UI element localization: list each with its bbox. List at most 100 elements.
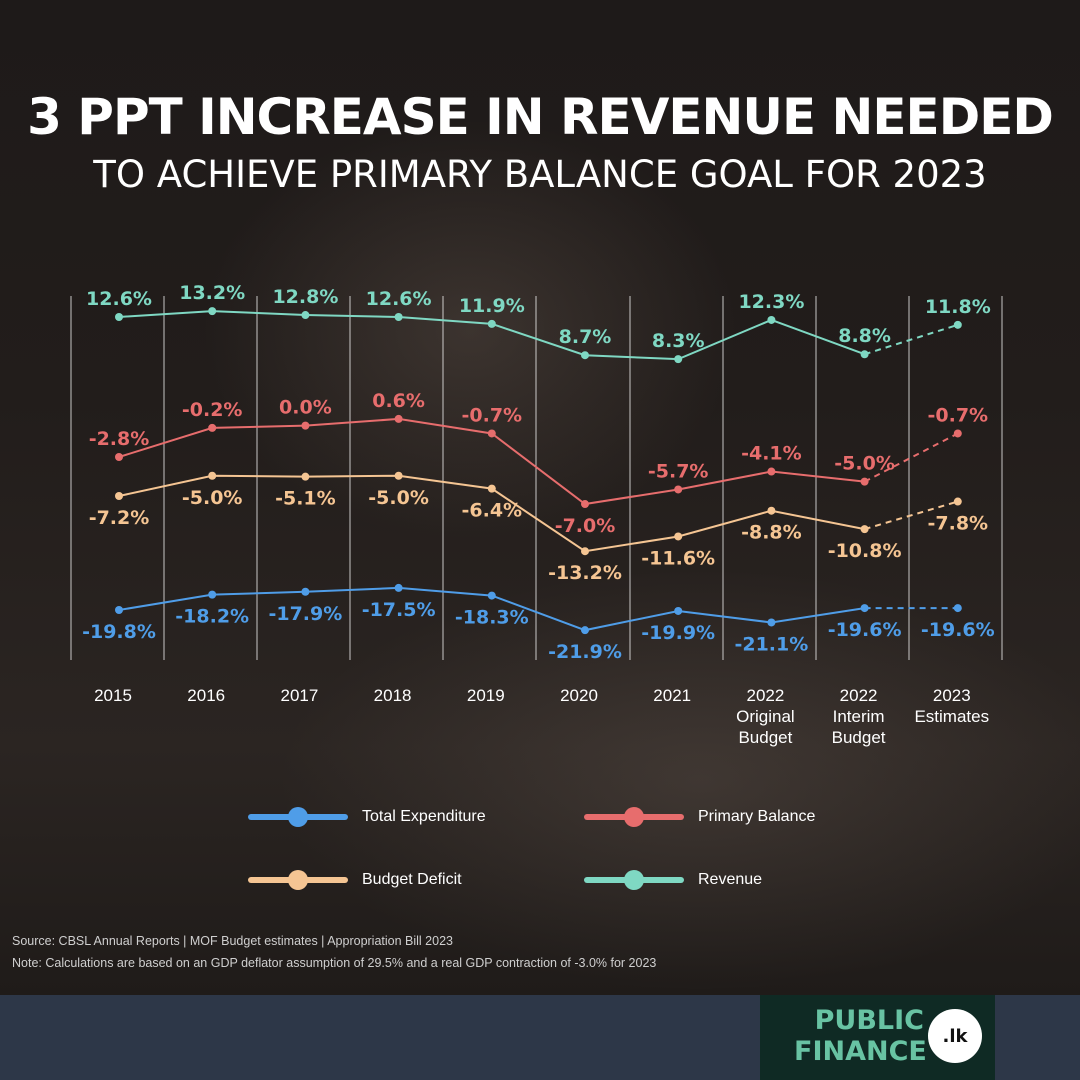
data-label-revenue-6: 8.3% bbox=[652, 330, 705, 352]
data-label-revenue-2: 12.8% bbox=[272, 286, 338, 308]
point-budget_deficit-9 bbox=[953, 497, 962, 506]
legend-label-total-expenditure: Total Expenditure bbox=[362, 808, 486, 825]
data-label-budget_deficit-3: -5.0% bbox=[368, 487, 429, 509]
data-label-total_expenditure-0: -19.8% bbox=[82, 621, 156, 643]
legend-item-revenue: Revenue bbox=[584, 870, 762, 890]
data-label-primary_balance-3: 0.6% bbox=[372, 390, 425, 412]
data-label-total_expenditure-6: -19.9% bbox=[641, 622, 715, 644]
data-label-budget_deficit-5: -13.2% bbox=[548, 562, 622, 584]
x-tick-label-8-0: 2022 bbox=[840, 686, 878, 705]
series-projection-budget_deficit bbox=[864, 500, 959, 531]
data-label-total_expenditure-9: -19.6% bbox=[921, 619, 995, 641]
data-label-total_expenditure-8: -19.6% bbox=[828, 619, 902, 641]
data-label-total_expenditure-5: -21.9% bbox=[548, 641, 622, 663]
data-label-revenue-8: 8.8% bbox=[838, 325, 891, 347]
point-total_expenditure-6 bbox=[674, 606, 683, 615]
point-budget_deficit-0 bbox=[115, 492, 123, 500]
legend-label-revenue: Revenue bbox=[698, 871, 763, 888]
legend-item-budget-deficit: Budget Deficit bbox=[248, 870, 462, 890]
series-line-revenue bbox=[118, 310, 865, 361]
x-tick-label-8-1: Interim bbox=[833, 707, 885, 726]
x-tick-label-2-0: 2017 bbox=[280, 686, 318, 705]
point-revenue-7 bbox=[767, 315, 776, 324]
x-tick-label-9-1: Estimates bbox=[914, 707, 989, 726]
point-revenue-5 bbox=[581, 351, 589, 360]
x-tick-label-3-0: 2018 bbox=[374, 686, 412, 705]
logo-line-2: FINANCE bbox=[794, 1036, 927, 1067]
data-label-budget_deficit-0: -7.2% bbox=[89, 507, 150, 529]
data-label-primary_balance-6: -5.7% bbox=[648, 460, 709, 482]
point-primary_balance-5 bbox=[581, 500, 589, 509]
point-primary_balance-9 bbox=[953, 429, 962, 438]
point-primary_balance-4 bbox=[487, 429, 496, 438]
data-label-primary_balance-1: -0.2% bbox=[182, 399, 243, 421]
data-label-budget_deficit-6: -11.6% bbox=[641, 547, 715, 569]
x-tick-label-6-0: 2021 bbox=[653, 686, 691, 705]
point-primary_balance-0 bbox=[115, 453, 123, 461]
data-label-primary_balance-0: -2.8% bbox=[89, 428, 150, 450]
data-label-budget_deficit-8: -10.8% bbox=[828, 540, 902, 562]
data-label-primary_balance-4: -0.7% bbox=[462, 404, 523, 426]
data-label-total_expenditure-7: -21.1% bbox=[734, 633, 808, 655]
data-label-budget_deficit-2: -5.1% bbox=[275, 488, 336, 510]
point-revenue-8 bbox=[860, 350, 869, 359]
x-tick-label-1-0: 2016 bbox=[187, 686, 225, 705]
point-total_expenditure-7 bbox=[767, 618, 776, 627]
data-label-revenue-1: 13.2% bbox=[179, 282, 245, 304]
data-label-revenue-0: 12.6% bbox=[86, 288, 152, 310]
data-label-budget_deficit-4: -6.4% bbox=[462, 500, 523, 522]
point-primary_balance-2 bbox=[301, 421, 310, 430]
point-budget_deficit-6 bbox=[674, 532, 683, 541]
point-revenue-1 bbox=[208, 307, 217, 316]
x-tick-label-4-0: 2019 bbox=[467, 686, 505, 705]
point-total_expenditure-3 bbox=[394, 583, 403, 592]
x-tick-label-9-0: 2023 bbox=[933, 686, 971, 705]
page-title: 3 PPT INCREASE IN REVENUE NEEDED bbox=[27, 88, 1054, 146]
legend-label-budget-deficit: Budget Deficit bbox=[362, 871, 462, 888]
point-primary_balance-6 bbox=[674, 485, 683, 494]
data-label-total_expenditure-4: -18.3% bbox=[455, 607, 529, 629]
point-primary_balance-7 bbox=[767, 467, 776, 476]
point-total_expenditure-4 bbox=[487, 591, 496, 600]
point-total_expenditure-2 bbox=[301, 587, 310, 596]
x-tick-label-5-0: 2020 bbox=[560, 686, 598, 705]
point-total_expenditure-1 bbox=[208, 590, 217, 599]
data-label-primary_balance-7: -4.1% bbox=[741, 443, 802, 465]
legend-item-total-expenditure: Total Expenditure bbox=[248, 807, 486, 827]
legend-label-primary-balance: Primary Balance bbox=[698, 808, 816, 825]
data-label-total_expenditure-1: -18.2% bbox=[175, 606, 249, 628]
point-revenue-2 bbox=[301, 311, 310, 320]
data-label-budget_deficit-7: -8.8% bbox=[741, 522, 802, 544]
point-revenue-3 bbox=[394, 313, 403, 321]
logo-wordmark: PUBLIC FINANCE bbox=[794, 1005, 927, 1067]
point-budget_deficit-3 bbox=[394, 471, 403, 480]
data-label-revenue-3: 12.6% bbox=[366, 288, 432, 310]
data-label-revenue-5: 8.7% bbox=[559, 326, 612, 348]
point-budget_deficit-1 bbox=[208, 471, 217, 480]
point-budget_deficit-7 bbox=[767, 506, 776, 515]
point-primary_balance-1 bbox=[208, 423, 217, 432]
point-budget_deficit-4 bbox=[487, 484, 496, 493]
data-label-total_expenditure-2: -17.9% bbox=[268, 603, 342, 625]
logo-line-1: PUBLIC bbox=[814, 1005, 924, 1036]
logo-badge: .lk bbox=[928, 1009, 982, 1063]
point-total_expenditure-5 bbox=[581, 626, 589, 635]
page-subtitle: TO ACHIEVE PRIMARY BALANCE GOAL FOR 2023 bbox=[93, 153, 987, 196]
data-label-revenue-7: 12.3% bbox=[738, 291, 804, 313]
x-tick-label-0-0: 2015 bbox=[94, 686, 132, 705]
point-total_expenditure-9 bbox=[953, 604, 962, 613]
series-projection-revenue bbox=[864, 323, 959, 356]
point-revenue-0 bbox=[115, 313, 123, 321]
data-label-revenue-9: 11.8% bbox=[925, 296, 991, 318]
data-label-primary_balance-8: -5.0% bbox=[834, 453, 895, 475]
x-tick-label-8-2: Budget bbox=[832, 728, 886, 747]
point-revenue-4 bbox=[487, 319, 496, 328]
point-revenue-6 bbox=[674, 355, 683, 364]
data-label-total_expenditure-3: -17.5% bbox=[362, 599, 436, 621]
x-tick-label-7-1: Original bbox=[736, 707, 795, 726]
legend-item-primary-balance: Primary Balance bbox=[584, 807, 815, 827]
point-total_expenditure-8 bbox=[860, 604, 869, 613]
data-label-primary_balance-5: -7.0% bbox=[555, 515, 616, 537]
point-revenue-9 bbox=[953, 320, 962, 329]
x-tick-label-7-2: Budget bbox=[738, 728, 792, 747]
